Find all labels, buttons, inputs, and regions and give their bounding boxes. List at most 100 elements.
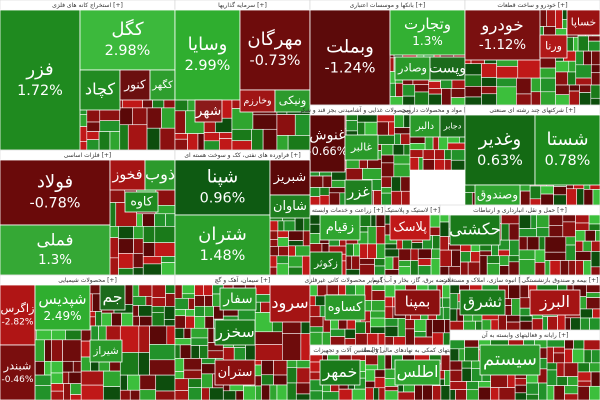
filler-tile bbox=[526, 382, 539, 395]
sector: فلزات اساسی [+] فولاد -0.78% فملی 1.3% فخوز ذو… bbox=[0, 149, 176, 276]
filler-tile bbox=[319, 187, 330, 196]
stock-tile bbox=[389, 214, 431, 241]
stock-tile bbox=[449, 214, 501, 246]
filler-tile bbox=[568, 60, 577, 73]
sector-title: عرضه برق، گاز، بخار و آب گرم [+] bbox=[373, 275, 463, 284]
filler-tile bbox=[555, 60, 570, 73]
filler-tile bbox=[590, 349, 600, 364]
sector: بانکها و موسسات اعتباری [+] وبملت -1.24% وت… bbox=[309, 0, 466, 106]
filler-tile bbox=[565, 244, 576, 261]
filler-tile bbox=[496, 86, 517, 106]
stock-tile bbox=[479, 344, 541, 376]
filler-tile bbox=[276, 135, 289, 151]
filler-tile bbox=[479, 255, 488, 276]
filler-tile bbox=[481, 319, 492, 331]
filler-tile bbox=[546, 339, 565, 348]
sector-title: سیمان، آهک و گچ [+] bbox=[215, 275, 271, 284]
filler-tile bbox=[235, 390, 244, 400]
stock-name: ذوب bbox=[145, 165, 175, 185]
filler-tile bbox=[138, 284, 153, 297]
filler-tile bbox=[439, 249, 452, 267]
filler-tile bbox=[111, 312, 122, 327]
filler-tile bbox=[70, 383, 82, 395]
sector: حمل و نقل، انبارداری و ارتباطات [+] حکشتی bbox=[439, 204, 600, 276]
filler-tile bbox=[464, 86, 482, 98]
filler-tile bbox=[449, 320, 464, 331]
filler-tile bbox=[165, 213, 176, 227]
filler-tile bbox=[365, 387, 374, 400]
filler-tile bbox=[50, 390, 65, 400]
stock-name: کچاد bbox=[85, 80, 115, 99]
filler-tile bbox=[430, 258, 441, 276]
filler-tile bbox=[376, 243, 386, 259]
stock-tile bbox=[566, 9, 600, 36]
filler-tile bbox=[142, 213, 155, 227]
filler-tile bbox=[245, 344, 256, 361]
filler-tile bbox=[568, 84, 580, 92]
stock-name: مهرگان bbox=[247, 28, 302, 50]
filler-tile bbox=[388, 121, 395, 136]
filler-tile bbox=[288, 230, 304, 241]
filler-tile bbox=[374, 265, 386, 276]
filler-tile bbox=[575, 260, 584, 276]
filler-tile bbox=[575, 50, 584, 66]
filler-tile bbox=[319, 195, 330, 206]
filler-tile bbox=[371, 290, 386, 301]
filler-tile bbox=[179, 344, 192, 359]
filler-tile bbox=[203, 132, 220, 142]
filler-tile bbox=[355, 321, 366, 334]
filler-tile bbox=[302, 230, 311, 247]
filler-tile bbox=[555, 9, 563, 29]
filler-tile bbox=[219, 132, 233, 139]
sector: انبوه سازی، املاک و مستغلات [+] ثشرق bbox=[442, 274, 528, 331]
filler-tile bbox=[309, 187, 321, 197]
filler-tile bbox=[432, 235, 441, 250]
filler-tile bbox=[449, 339, 465, 350]
stock-change: 0.78% bbox=[545, 153, 591, 169]
filler-tile bbox=[586, 297, 600, 310]
filler-tile bbox=[516, 77, 532, 95]
stock-name: جم bbox=[102, 288, 122, 306]
stock-change: 2.99% bbox=[185, 58, 231, 74]
filler-tile bbox=[359, 243, 368, 259]
filler-tile bbox=[201, 387, 210, 400]
filler-tile bbox=[434, 159, 446, 171]
filler-tile bbox=[154, 213, 166, 227]
filler-tile bbox=[490, 387, 500, 400]
filler-tile bbox=[80, 356, 92, 372]
filler-tile bbox=[439, 266, 450, 276]
sector-title: رایانه و فعالیتهای وابسته به آن [+] bbox=[482, 330, 569, 339]
filler-tile bbox=[428, 93, 442, 106]
filler-tile bbox=[573, 36, 579, 52]
filler-tile bbox=[163, 319, 176, 327]
filler-tile bbox=[149, 359, 176, 376]
filler-tile bbox=[194, 295, 205, 307]
filler-tile bbox=[194, 305, 205, 317]
filler-tile bbox=[583, 260, 592, 276]
filler-tile bbox=[403, 144, 411, 156]
filler-tile bbox=[309, 196, 321, 206]
filler-tile bbox=[499, 265, 510, 276]
filler-tile bbox=[367, 243, 377, 259]
filler-tile bbox=[365, 364, 379, 371]
filler-tile bbox=[355, 333, 368, 346]
filler-tile bbox=[190, 327, 209, 339]
stock-tile bbox=[394, 359, 441, 386]
filler-tile bbox=[261, 360, 274, 376]
filler-tile bbox=[132, 296, 147, 306]
sector: رایانه و فعالیتهای وابسته به آن [+] سیستم bbox=[449, 329, 600, 400]
filler-tile bbox=[564, 317, 571, 331]
filler-tile bbox=[530, 214, 537, 229]
filler-tile bbox=[376, 114, 395, 123]
filler-tile bbox=[296, 367, 311, 384]
filler-tile bbox=[231, 128, 252, 142]
filler-tile bbox=[277, 230, 289, 238]
filler-tile bbox=[464, 339, 479, 348]
filler-tile bbox=[188, 378, 202, 388]
filler-tile bbox=[400, 133, 411, 145]
filler-tile bbox=[384, 390, 399, 400]
filler-tile bbox=[514, 392, 527, 400]
filler-tile bbox=[155, 205, 176, 215]
filler-tile bbox=[467, 261, 481, 276]
stock-change: -0.78% bbox=[30, 195, 81, 211]
